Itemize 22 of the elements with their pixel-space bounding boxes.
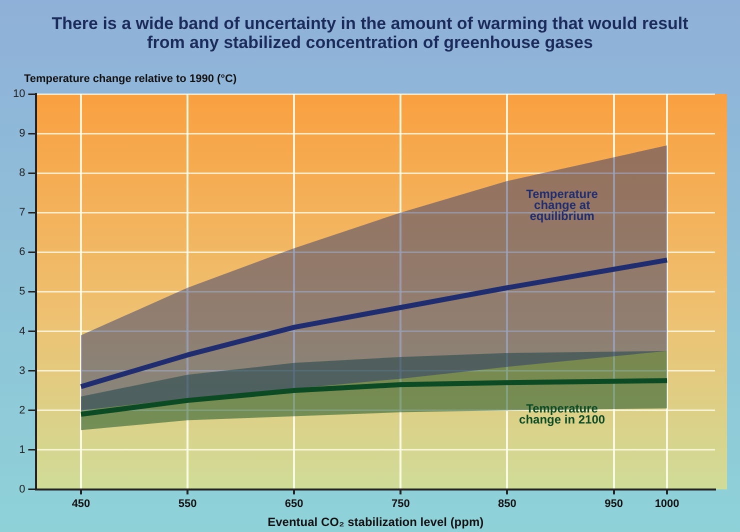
y-tick-label: 1 [19, 444, 26, 456]
chart-title: There is a wide band of uncertainty in the amount of warming that would result from any stabilized concentration of greenhouse gases [50, 14, 690, 52]
y-tick-label: 7 [19, 206, 26, 219]
y-tick-label: 4 [19, 325, 26, 338]
y-tick-label: 0 [19, 483, 26, 496]
y-tick-label: 9 [19, 128, 26, 140]
y-tick-label: 10 [12, 88, 26, 100]
x-tick-label: 550 [178, 498, 197, 510]
x-tick-label: 750 [391, 498, 410, 510]
x-tick-label: 1000 [654, 498, 680, 510]
y-tick-label: 8 [19, 167, 26, 180]
y-tick-label: 3 [19, 364, 26, 377]
x-tick-label: 950 [604, 498, 623, 510]
y-tick-label: 2 [19, 404, 26, 416]
y-tick-label: 6 [19, 246, 26, 258]
x-tick-label: 650 [284, 498, 304, 510]
text: Temperature change at equilibrium [526, 187, 598, 224]
x-axis-title: Eventual CO₂ stabilization level (ppm) [268, 515, 484, 530]
y-tick-label: 5 [19, 286, 26, 298]
x-tick-label: 450 [72, 498, 90, 510]
y-axis-title: Temperature change relative to 1990 (°C) [24, 73, 237, 85]
x-tick-label: 850 [498, 498, 516, 510]
